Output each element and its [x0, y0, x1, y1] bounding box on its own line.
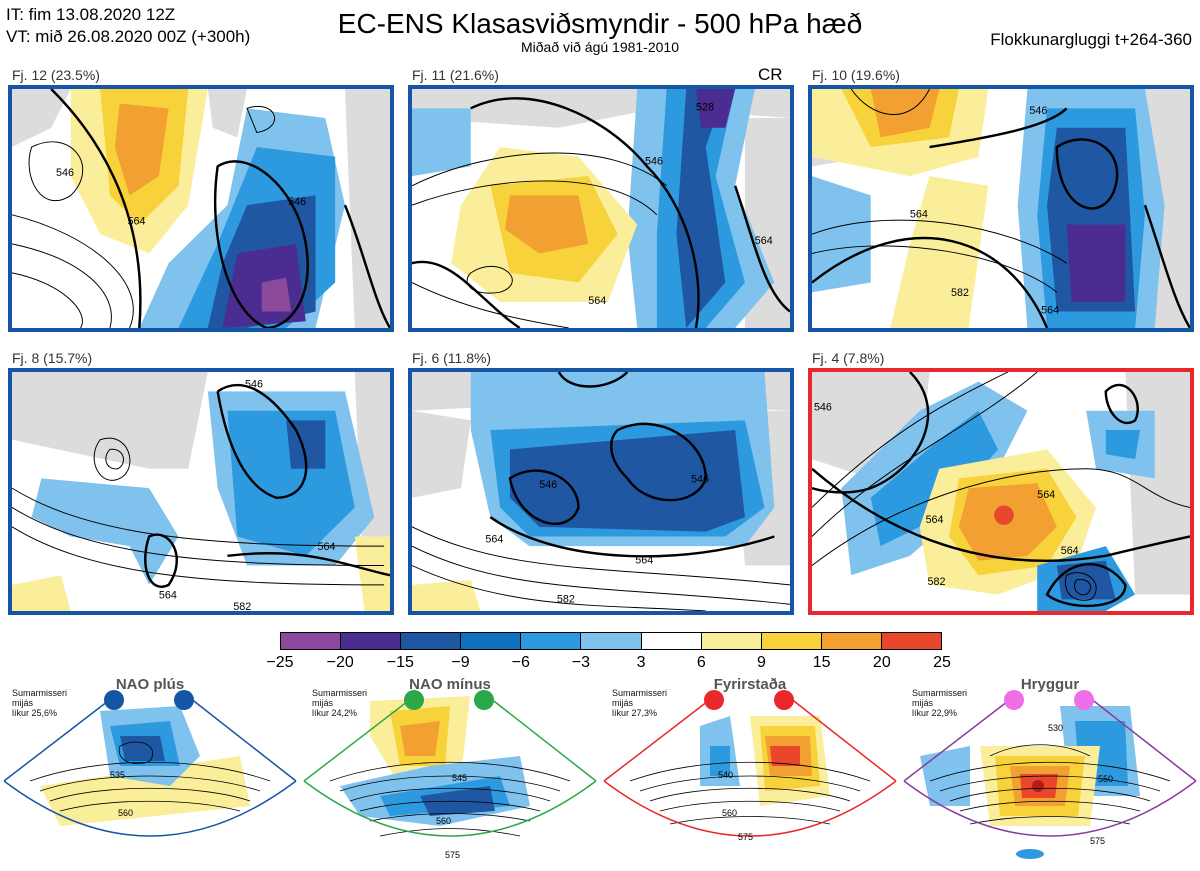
page-subtitle: Miðað við ágú 1981-2010 — [520, 39, 679, 55]
contour-label: 564 — [755, 235, 773, 247]
contour-label: 546 — [539, 479, 557, 491]
colorbar-tick: 9 — [757, 654, 766, 671]
regime-name: Fyrirstaða — [713, 676, 787, 693]
regime-contour-label: 575 — [1090, 836, 1105, 846]
classification-window: Flokkunargluggi t+264-360 — [990, 30, 1192, 49]
regime-contour-label: 575 — [738, 832, 753, 842]
panel-label-3: Fj. 10 (19.6%) — [812, 67, 900, 83]
panel-label-4: Fj. 8 (15.7%) — [12, 350, 93, 366]
colorbar-segment — [521, 633, 582, 649]
contour-label: 564 — [1037, 489, 1055, 501]
regime-contour-label: 550 — [1098, 774, 1113, 784]
panel-label-1: Fj. 12 (23.5%) — [12, 67, 100, 83]
regime-contour-label: 560 — [118, 808, 133, 818]
page-title: EC-ENS Klasasviðsmyndir - 500 hPa hæð — [337, 8, 863, 39]
initial-time: IT: fim 13.08.2020 12Z — [6, 5, 176, 24]
panel-label-6: Fj. 4 (7.8%) — [812, 350, 885, 366]
colorbar — [280, 632, 942, 650]
panel-tag-cr: CR — [758, 65, 783, 84]
colorbar-tick: 20 — [872, 654, 891, 671]
regime-contour-label: 560 — [436, 816, 451, 826]
contour-label: 582 — [557, 593, 575, 605]
cluster-map-fj12: 564 546 546 — [8, 85, 394, 332]
cluster-map-fj10: 564 582 546 564 — [808, 85, 1194, 332]
regime-nao-minus: 545 560 575 NAO mínus Sumarmisseri mijás l… — [300, 676, 600, 871]
contour-label: 564 — [128, 216, 146, 228]
contour-label: 564 — [485, 533, 503, 545]
panel-label-5: Fj. 6 (11.8%) — [412, 350, 492, 366]
regime-blocking: 540 560 575 Fyrirstaða Sumarmisseri mijás… — [600, 676, 900, 871]
colorbar-segment — [641, 633, 702, 649]
contour-label: 564 — [635, 555, 653, 567]
colorbar-tick: 15 — [812, 654, 831, 671]
contour-label: 546 — [245, 379, 263, 391]
contour-label: 546 — [691, 473, 709, 485]
contour-label: 528 — [696, 101, 714, 113]
contour-label: 546 — [288, 196, 306, 208]
contour-label: 582 — [951, 287, 969, 299]
regime-info: Sumarmisseri mijás líkur 22,9% — [912, 688, 968, 718]
colorbar-tick: 3 — [636, 654, 646, 671]
regime-contour-label: 530 — [1048, 723, 1063, 733]
contour-label: 564 — [1061, 545, 1079, 557]
contour-label: 546 — [814, 402, 832, 414]
colorbar-tick: −6 — [511, 654, 530, 671]
colorbar-segment — [701, 633, 762, 649]
colorbar-segment — [821, 633, 882, 649]
colorbar-segment — [761, 633, 822, 649]
contour-label: 582 — [928, 576, 946, 588]
contour-label: 564 — [159, 589, 177, 601]
panel-label-2: Fj. 11 (21.6%) — [412, 67, 499, 83]
contour-label: 564 — [588, 295, 606, 307]
regime-name: NAO plús — [115, 676, 185, 693]
contour-label: 564 — [926, 514, 944, 526]
regime-contour-label: 560 — [722, 808, 737, 818]
header-info: IT: fim 13.08.2020 12Z VT: mið 26.08.202… — [6, 4, 250, 48]
contour-label: 546 — [1029, 105, 1047, 117]
contour-label: 582 — [233, 601, 251, 611]
regime-contour-label: 535 — [110, 770, 125, 780]
colorbar-tick: −3 — [571, 654, 591, 671]
colorbar-tick: −15 — [386, 654, 414, 671]
colorbar-tick: −9 — [451, 654, 470, 671]
cluster-map-fj8: 546 564 564 582 — [8, 368, 394, 615]
regime-info: Sumarmisseri mijás líkur 24,2% — [312, 688, 368, 718]
regime-nao-plus: 535 560 NAO plús Sumarmisseri mijás líkur … — [0, 676, 300, 871]
regime-name: NAO mínus — [409, 676, 491, 693]
colorbar-segment — [341, 633, 402, 649]
colorbar-tick: −20 — [326, 654, 354, 671]
colorbar-segment — [881, 633, 942, 649]
colorbar-tick: −25 — [266, 654, 294, 671]
cluster-map-fj6: 546 546 564 564 582 — [408, 368, 794, 615]
regime-contour-label: 545 — [452, 773, 467, 783]
colorbar-tick: 6 — [696, 654, 706, 671]
valid-time: VT: mið 26.08.2020 00Z (+300h) — [6, 27, 251, 46]
regime-contour-label: 540 — [718, 770, 733, 780]
contour-label: 564 — [1041, 305, 1059, 317]
regime-info: Sumarmisseri mijás líkur 25,6% — [12, 688, 68, 718]
colorbar-segment — [401, 633, 462, 649]
colorbar-segment — [461, 633, 522, 649]
contour-label: 546 — [645, 156, 663, 168]
cluster-map-fj11: 546 564 564 528 — [408, 85, 794, 332]
regime-info: Sumarmisseri mijás líkur 27,3% — [612, 688, 668, 718]
contour-label: 564 — [318, 541, 336, 553]
regime-name: Hryggur — [1020, 676, 1080, 693]
colorbar-tick: 25 — [933, 654, 951, 671]
regime-contour-label: 575 — [445, 850, 460, 860]
cluster-map-fj4: 564 582 564 564 546 — [808, 368, 1194, 615]
colorbar-segment — [281, 633, 342, 649]
colorbar-segment — [581, 633, 642, 649]
contour-label: 564 — [910, 209, 928, 221]
contour-label: 546 — [56, 167, 74, 179]
regime-ridge: 530 550 575 Hryggur Sumarmisseri mijás lík… — [900, 676, 1200, 871]
